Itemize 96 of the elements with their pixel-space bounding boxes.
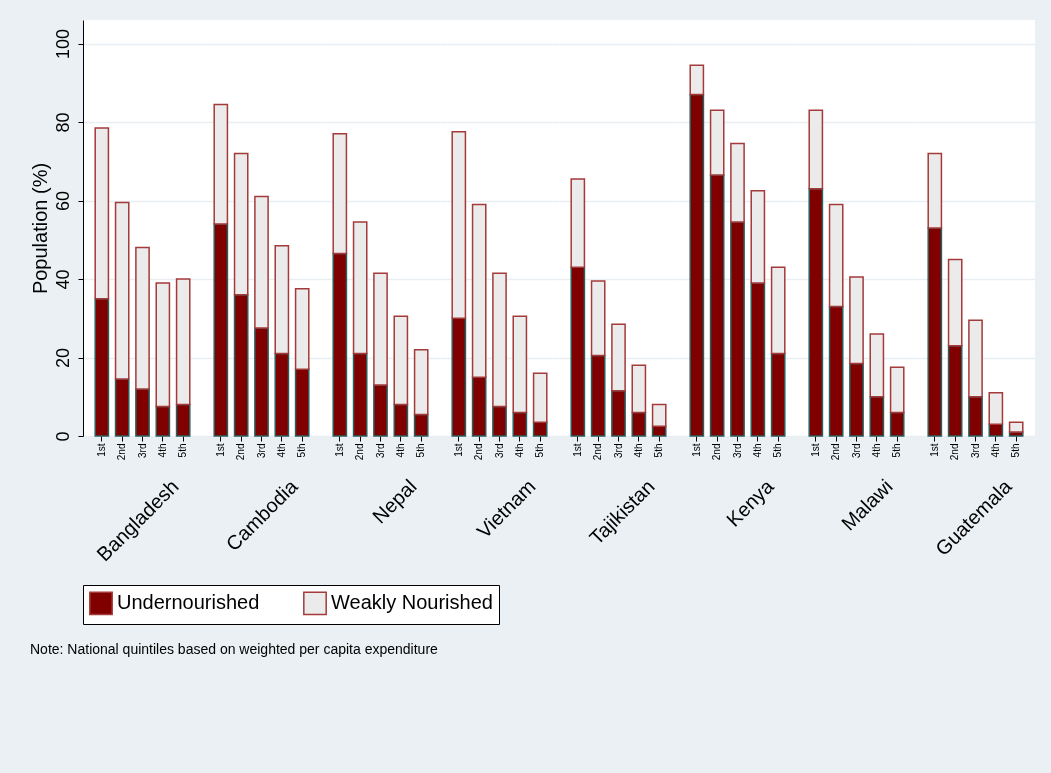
bar xyxy=(373,384,388,437)
x-tick-label: 2nd xyxy=(711,443,723,461)
y-tick-label: 40 xyxy=(52,269,73,290)
bar xyxy=(988,423,1004,437)
x-tick-label: 4th xyxy=(513,443,525,458)
x-tick-label: 3rd xyxy=(493,443,505,458)
x-tick-label: 2nd xyxy=(235,443,247,461)
bar xyxy=(988,392,1004,425)
x-tick-label: 3rd xyxy=(850,443,862,458)
x-tick-label: 5th xyxy=(1010,443,1022,458)
bar xyxy=(135,388,150,437)
bar xyxy=(512,411,528,437)
bar xyxy=(927,227,943,437)
bar xyxy=(471,376,487,437)
legend-label: Weakly Nourished xyxy=(331,591,493,614)
bar xyxy=(770,352,786,437)
bar xyxy=(532,421,548,437)
y-tick-label: 100 xyxy=(52,29,73,60)
bar xyxy=(570,266,586,437)
bar xyxy=(750,282,766,437)
x-tick-label: 2nd xyxy=(592,443,604,461)
bar xyxy=(492,405,507,437)
bar xyxy=(413,413,429,437)
bar xyxy=(332,252,348,437)
x-tick-label: 2nd xyxy=(354,443,366,461)
x-tick-label: 4th xyxy=(751,443,763,458)
x-tick-label: 5th xyxy=(891,443,903,458)
x-tick-label: 1st xyxy=(690,443,702,457)
bar xyxy=(611,390,626,437)
y-tick-label: 0 xyxy=(52,431,73,442)
x-tick-label: 3rd xyxy=(612,443,624,458)
bar xyxy=(869,396,885,437)
bar xyxy=(532,372,548,424)
x-tick-label: 3rd xyxy=(731,443,743,458)
bar xyxy=(651,425,667,437)
x-tick-label: 5th xyxy=(296,443,308,458)
bar xyxy=(175,403,191,437)
x-tick-label: 5th xyxy=(772,443,784,458)
bar xyxy=(889,411,905,437)
x-tick-label: 1st xyxy=(809,443,821,457)
bar xyxy=(631,364,647,414)
bar xyxy=(889,366,905,414)
y-tick-label: 20 xyxy=(52,347,73,369)
x-tick-label: 4th xyxy=(275,443,287,458)
x-tick-label: 2nd xyxy=(116,443,128,461)
x-tick-label: 4th xyxy=(989,443,1001,458)
bar xyxy=(709,174,725,437)
bar xyxy=(114,378,130,437)
bar xyxy=(393,403,409,437)
bar xyxy=(274,352,290,437)
x-tick-label: 5th xyxy=(177,443,189,458)
bar xyxy=(1008,421,1024,433)
x-tick-label: 1st xyxy=(95,443,107,457)
x-tick-label: 4th xyxy=(394,443,406,458)
bar xyxy=(233,293,249,437)
bar xyxy=(808,188,824,437)
x-tick-label: 4th xyxy=(870,443,882,458)
x-tick-label: 5th xyxy=(534,443,546,458)
x-tick-label: 3rd xyxy=(374,443,386,458)
text: Note: National quintiles based on weighted per capita expenditure xyxy=(30,640,439,657)
bar xyxy=(947,344,963,437)
x-tick-label: 1st xyxy=(928,443,940,457)
x-tick-label: 1st xyxy=(452,443,464,457)
bar xyxy=(968,396,983,437)
x-tick-label: 1st xyxy=(571,443,583,457)
x-tick-label: 1st xyxy=(333,443,345,457)
bar xyxy=(155,405,171,437)
bar xyxy=(294,368,310,437)
x-tick-label: 3rd xyxy=(136,443,148,458)
x-tick-label: 4th xyxy=(632,443,644,458)
y-axis-title: Population (%) xyxy=(28,162,51,295)
bar xyxy=(213,223,229,437)
x-tick-label: 4th xyxy=(156,443,168,458)
bar xyxy=(631,411,647,437)
bar xyxy=(590,354,606,437)
bar xyxy=(689,64,705,96)
x-tick-label: 2nd xyxy=(949,443,961,461)
bar xyxy=(94,297,110,437)
bar xyxy=(689,93,705,437)
x-tick-label: 5th xyxy=(415,443,427,458)
bar xyxy=(352,352,368,437)
x-tick-label: 2nd xyxy=(830,443,842,461)
bar xyxy=(651,403,667,427)
x-tick-label: 3rd xyxy=(255,443,267,458)
x-tick-label: 2nd xyxy=(473,443,485,461)
bar xyxy=(849,362,864,437)
legend-label: Undernourished xyxy=(117,591,260,614)
x-tick-label: 1st xyxy=(214,443,226,457)
x-tick-label: 3rd xyxy=(969,443,981,458)
bar xyxy=(730,221,745,437)
x-tick-label: 5th xyxy=(653,443,665,458)
y-tick-label: 80 xyxy=(52,112,73,133)
bar xyxy=(451,317,467,437)
bar xyxy=(828,305,844,437)
y-tick-label: 60 xyxy=(52,191,73,212)
bar xyxy=(254,327,269,437)
